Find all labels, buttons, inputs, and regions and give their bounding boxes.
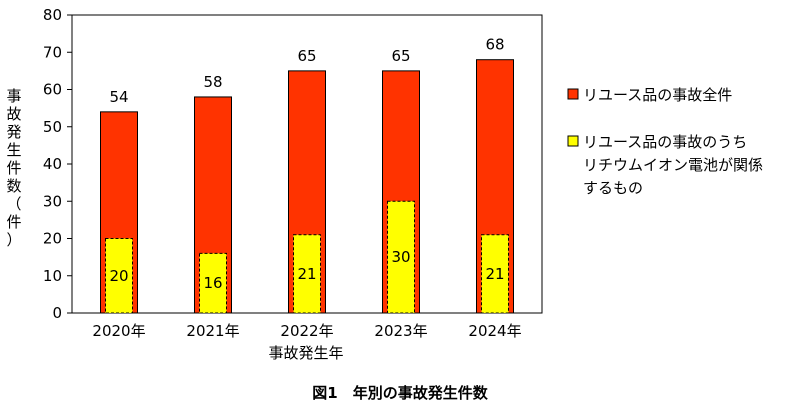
x-tick-label: 2022年 xyxy=(280,322,333,340)
x-tick-label: 2020年 xyxy=(92,322,145,340)
legend: リユース品の事故全件 リユース品の事故のうち リチウムイオン電池が関係 するもの xyxy=(567,86,763,197)
x-tick-label: 2021年 xyxy=(186,322,239,340)
data-label-lithium: 20 xyxy=(109,267,128,285)
data-label-total: 58 xyxy=(203,73,222,91)
y-axis-title-char: 件 xyxy=(6,159,21,177)
bar-lithium xyxy=(387,200,415,314)
y-tick-label: 40 xyxy=(43,155,62,173)
bar-lithium xyxy=(293,234,321,314)
data-label-total: 54 xyxy=(109,88,128,106)
data-labels: 54 20 58 16 65 21 65 30 68 21 xyxy=(109,36,504,293)
data-label-total: 68 xyxy=(485,36,504,54)
data-label-total: 65 xyxy=(391,47,410,65)
y-axis-title-char: 生 xyxy=(6,141,21,159)
data-label-lithium: 21 xyxy=(485,265,504,283)
legend-label-lithium-line-1: リユース品の事故のうち xyxy=(583,133,747,151)
y-tick-label: 60 xyxy=(43,81,62,99)
y-tick-label: 30 xyxy=(43,192,62,210)
data-label-total: 65 xyxy=(297,47,316,65)
y-axis-title-char: 発 xyxy=(6,123,21,141)
y-tick-label: 80 xyxy=(43,6,62,24)
data-label-lithium: 30 xyxy=(391,248,410,266)
bar-lithium xyxy=(105,238,133,314)
x-axis-title: 事故発生年 xyxy=(268,344,343,362)
bar-lithium xyxy=(481,234,509,314)
y-axis-title-char: 数 xyxy=(6,177,21,195)
data-label-lithium: 16 xyxy=(203,274,222,292)
y-axis-title: 事故発生件数（件） xyxy=(6,87,21,249)
y-tick-label: 10 xyxy=(43,267,62,285)
legend-label-total: リユース品の事故全件 xyxy=(583,86,732,104)
y-tick-label: 0 xyxy=(52,304,62,322)
legend-label-lithium-line-3: するもの xyxy=(583,179,643,197)
legend-swatch-total xyxy=(567,88,579,100)
figure-caption: 図1 年別の事故発生件数 xyxy=(312,384,488,402)
x-tick-label: 2023年 xyxy=(374,322,427,340)
bars xyxy=(100,59,514,314)
y-tick-label: 70 xyxy=(43,43,62,61)
legend-swatch-lithium xyxy=(567,135,579,147)
bar-lithium xyxy=(199,252,227,314)
y-axis-title-char: 件 xyxy=(6,213,21,231)
legend-label-lithium-line-2: リチウムイオン電池が関係 xyxy=(583,156,763,174)
data-label-lithium: 21 xyxy=(297,265,316,283)
y-axis-title-char: ） xyxy=(6,231,21,249)
y-axis-title-char: （ xyxy=(6,195,21,213)
y-axis-ticks: 0 10 20 30 40 50 60 70 80 xyxy=(43,6,72,322)
y-axis-title-char: 事 xyxy=(6,87,21,105)
y-tick-label: 50 xyxy=(43,118,62,136)
x-tick-label: 2024年 xyxy=(468,322,521,340)
y-tick-label: 20 xyxy=(43,230,62,248)
x-axis-ticks: 2020年 2021年 2022年 2023年 2024年 xyxy=(92,322,521,340)
y-axis-title-char: 故 xyxy=(6,105,21,123)
